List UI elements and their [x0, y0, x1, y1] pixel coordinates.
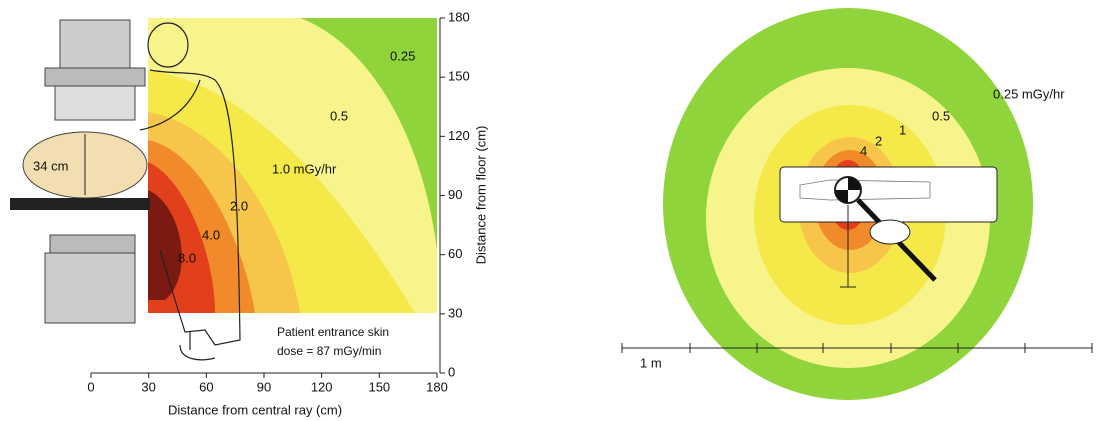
contour-label: 0.5 [932, 108, 950, 123]
contour-label: 2.0 [230, 198, 248, 213]
x-tick-label: 60 [199, 379, 213, 394]
x-tick-label: 150 [368, 379, 390, 394]
x-axis-title: Distance from central ray (cm) [168, 402, 342, 417]
y-tick-label: 180 [448, 9, 470, 24]
contour-label: 0.25 mGy/hr [993, 86, 1065, 101]
x-tick-label: 0 [87, 379, 94, 394]
contour-label: 0.5 [330, 108, 348, 123]
y-tick-label: 120 [448, 128, 470, 143]
scale-label: 1 m [640, 355, 662, 370]
note-line: dose = 87 mGy/min [277, 344, 381, 358]
contour-label: 1.0 mGy/hr [272, 161, 337, 176]
x-tick-label: 30 [141, 379, 155, 394]
contour-label: 1 [899, 122, 906, 137]
y-tick-label: 150 [448, 69, 470, 84]
x-tick-label: 120 [311, 379, 333, 394]
contour-label: 8.0 [178, 250, 196, 265]
c-arm [10, 20, 150, 323]
y-tick-label: 90 [448, 187, 462, 202]
contour-label: 4 [860, 143, 867, 158]
x-tick-label: 180 [426, 379, 448, 394]
y-tick-label: 30 [448, 305, 462, 320]
note-line: Patient entrance skin [277, 325, 389, 339]
y-tick-label: 60 [448, 246, 462, 261]
size-label: 34 cm [33, 158, 68, 173]
contour-label: 2 [875, 133, 882, 148]
y-axis-title: Distance from floor (cm) [473, 126, 488, 265]
y-tick-label: 0 [448, 364, 455, 379]
contour-label: 4.0 [202, 227, 220, 242]
x-tick-label: 90 [257, 379, 271, 394]
contour-label: 0.25 [390, 48, 415, 63]
figure: 03060901201501800306090120150180 Distanc… [0, 0, 1100, 421]
